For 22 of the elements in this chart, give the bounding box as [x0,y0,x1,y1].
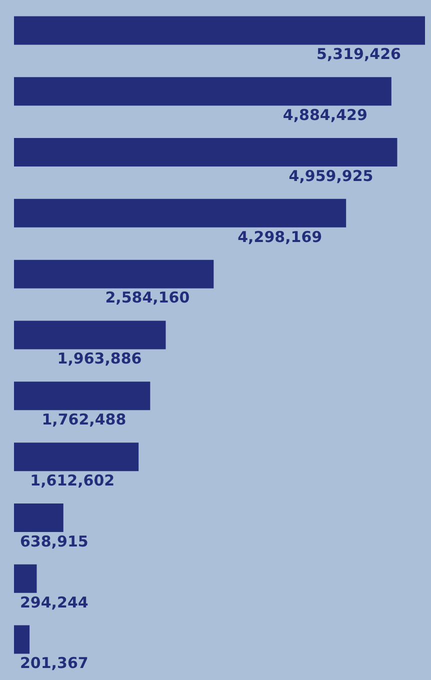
data-label: 1,612,602 [30,471,115,490]
data-label: 638,915 [20,532,88,550]
bar [14,260,214,288]
data-label: 294,244 [20,593,88,612]
bar [14,16,425,45]
bar [14,320,166,350]
bar [14,138,398,167]
data-label: 1,762,488 [42,410,126,429]
bar [14,564,37,593]
bar [14,625,30,654]
bar [14,503,64,532]
data-label: 201,367 [20,654,88,672]
bar [14,442,139,472]
bar [14,382,150,410]
data-label: 4,298,169 [238,228,322,246]
bar [14,198,346,228]
bar [14,77,392,106]
data-label: 4,959,925 [288,166,374,185]
data-label: 5,319,426 [316,45,401,64]
data-label: 4,884,429 [282,106,368,124]
data-label: 2,584,160 [105,288,190,307]
data-label: 1,963,886 [57,350,142,368]
